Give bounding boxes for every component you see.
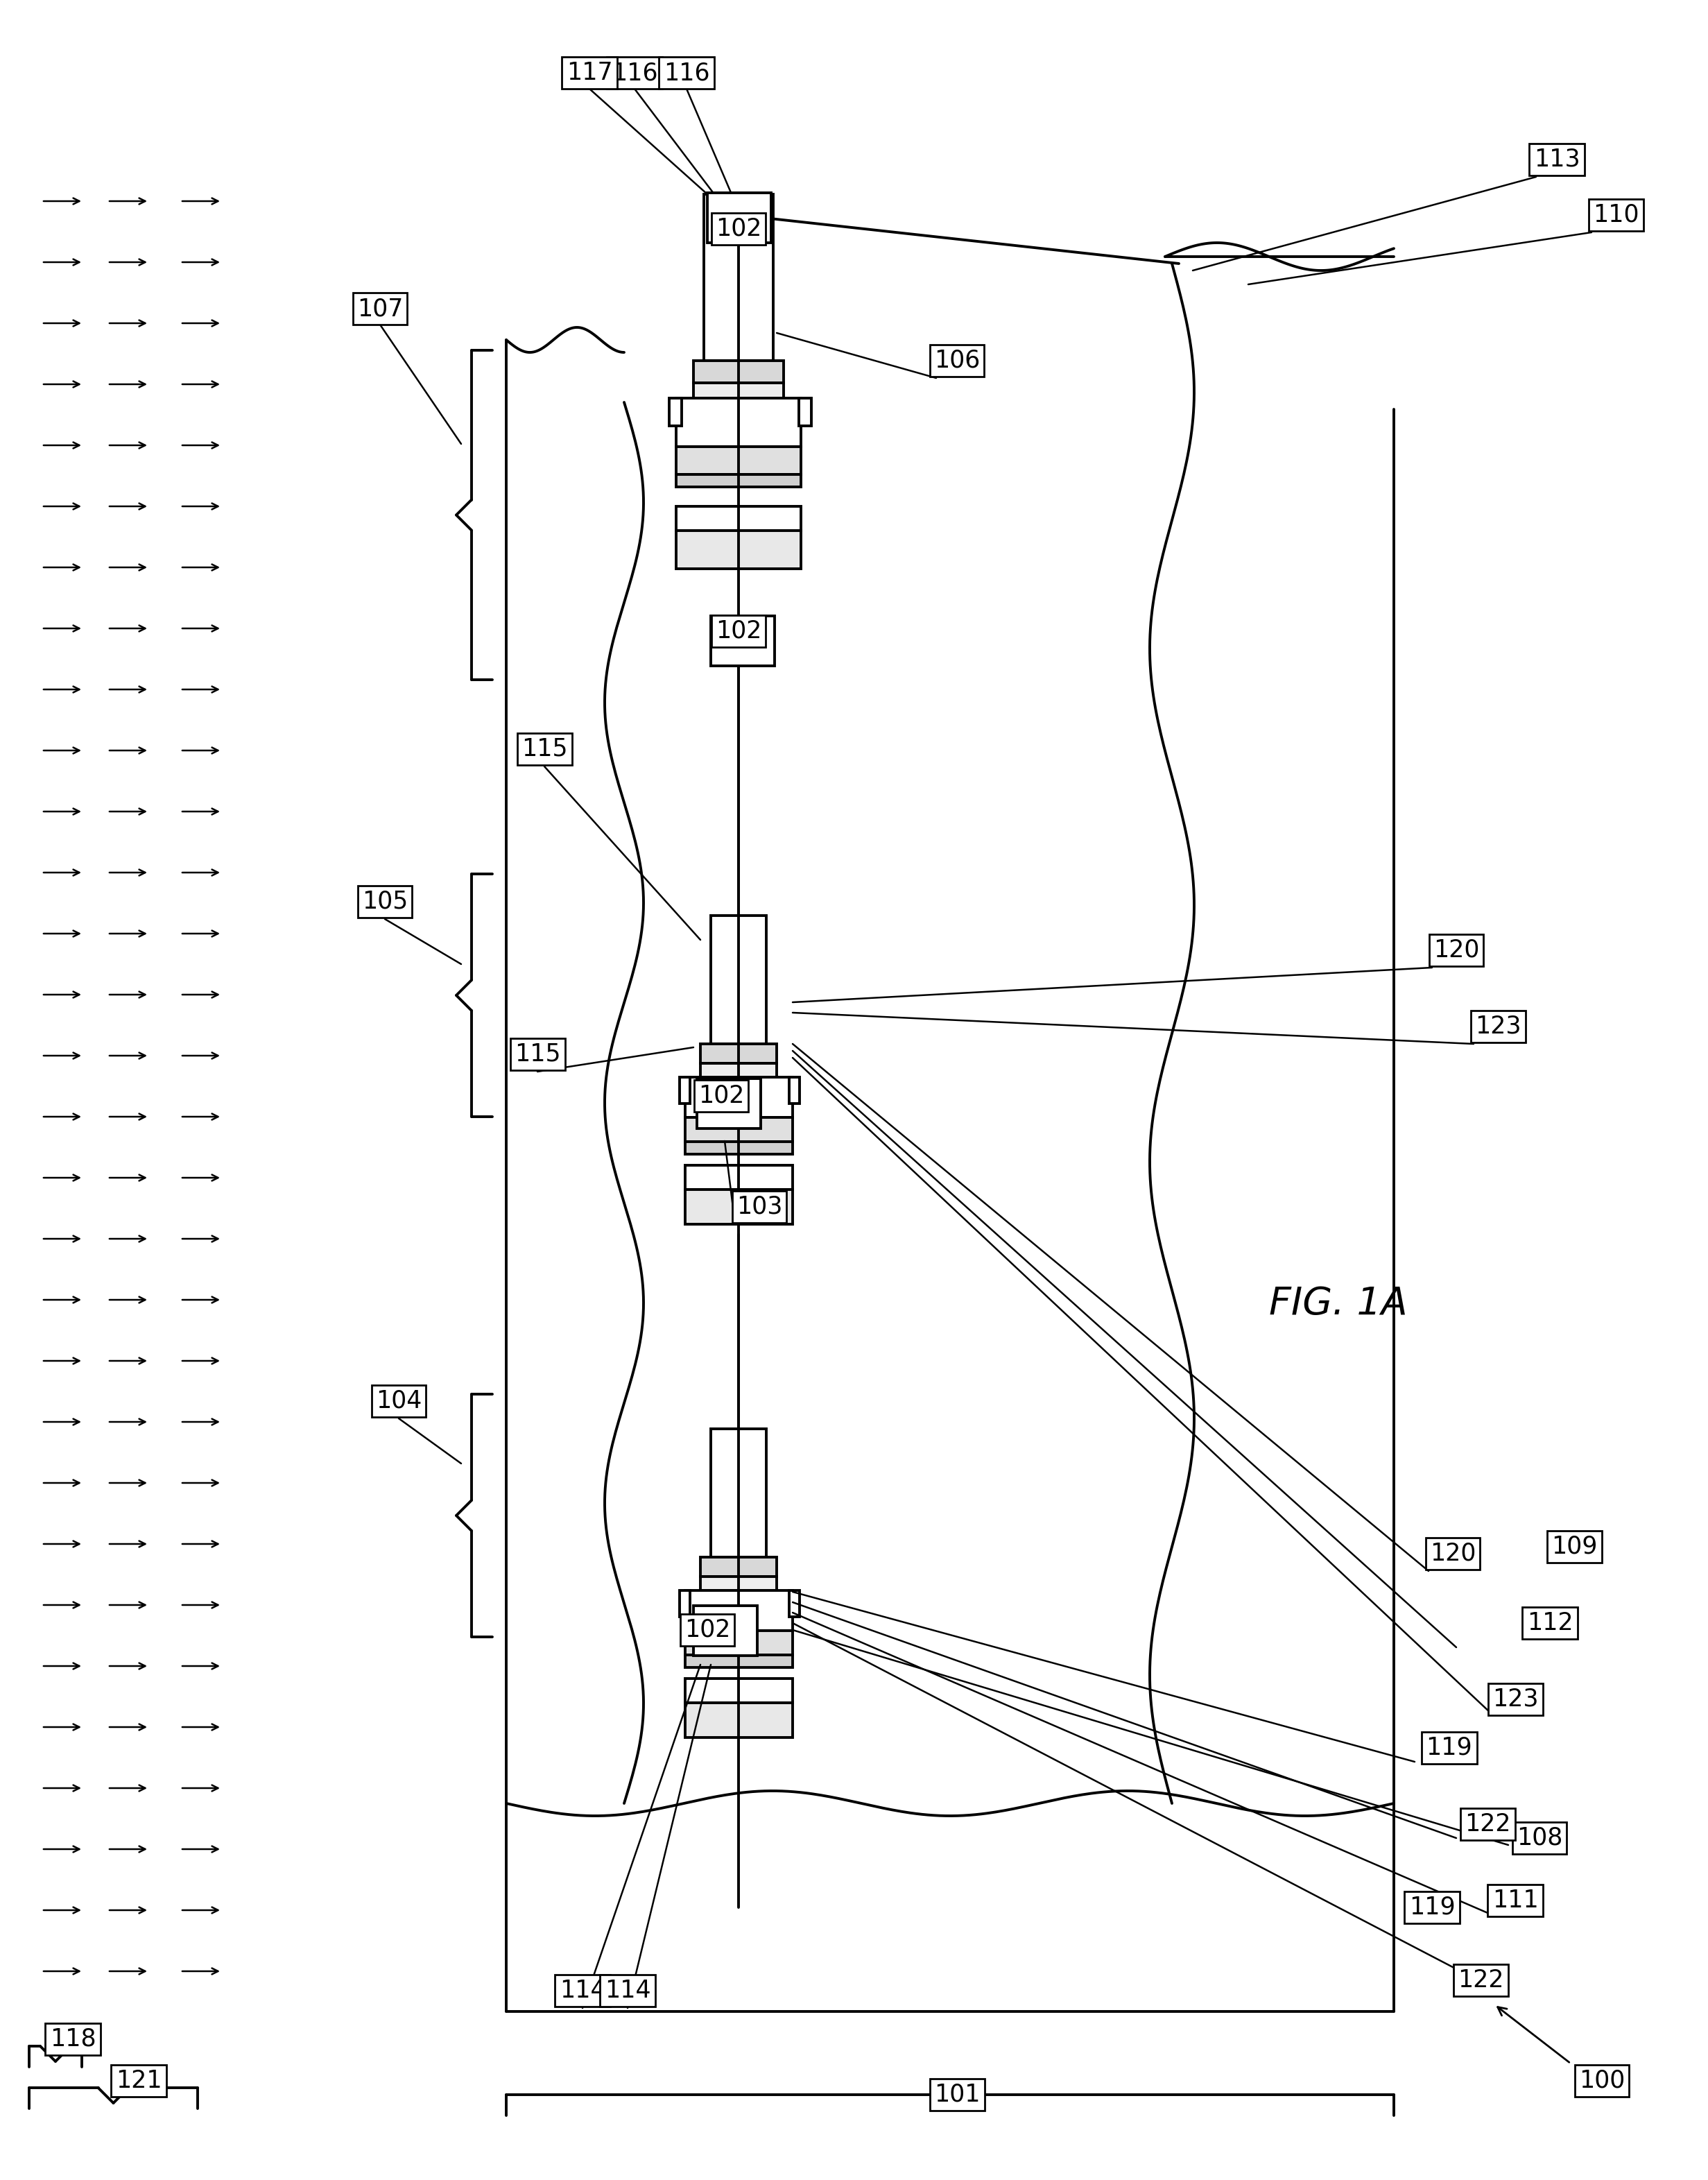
Bar	[711, 617, 775, 665]
Text: 105: 105	[362, 889, 408, 913]
Text: 104: 104	[376, 1389, 422, 1413]
Bar	[685, 1655, 793, 1668]
Text: 102: 102	[716, 218, 762, 240]
Bar	[707, 192, 770, 242]
Bar	[693, 360, 784, 384]
Bar	[685, 1190, 793, 1225]
Text: 120: 120	[1430, 1541, 1476, 1565]
Bar	[700, 1064, 777, 1077]
Text: 100: 100	[1578, 2069, 1624, 2093]
Text: 102: 102	[685, 1618, 731, 1642]
Text: 102: 102	[699, 1083, 745, 1107]
Text: 110: 110	[1594, 203, 1640, 227]
Bar	[670, 399, 681, 425]
Text: FIG. 1A: FIG. 1A	[1269, 1286, 1407, 1323]
Text: 119: 119	[1409, 1897, 1455, 1918]
Bar	[700, 1576, 777, 1591]
Text: 107: 107	[357, 296, 403, 320]
Text: 118: 118	[50, 2027, 96, 2051]
Text: 106: 106	[934, 349, 980, 373]
Text: 119: 119	[1426, 1735, 1472, 1759]
Text: 123: 123	[1493, 1687, 1539, 1711]
Bar	[685, 1631, 793, 1655]
Text: 115: 115	[521, 737, 567, 761]
Bar	[680, 1591, 690, 1618]
Bar	[685, 1679, 793, 1703]
Text: 109: 109	[1551, 1535, 1597, 1559]
Bar	[700, 1044, 777, 1064]
Text: 108: 108	[1517, 1827, 1563, 1851]
Text: 103: 103	[736, 1195, 782, 1219]
Text: 122: 122	[1464, 1812, 1510, 1836]
Text: 113: 113	[1534, 148, 1580, 172]
Text: 116: 116	[611, 61, 658, 85]
Text: 123: 123	[1474, 1014, 1520, 1038]
Bar	[693, 384, 784, 399]
Bar	[700, 1557, 777, 1576]
Text: 122: 122	[1457, 1969, 1503, 1993]
Bar	[685, 1591, 793, 1631]
Text: 111: 111	[1493, 1888, 1539, 1912]
Bar	[693, 1607, 757, 1655]
Text: 116: 116	[663, 61, 709, 85]
Bar	[685, 1142, 793, 1153]
Bar	[676, 506, 801, 530]
Bar	[680, 1077, 690, 1103]
Text: 117: 117	[567, 61, 613, 85]
Text: 115: 115	[514, 1042, 560, 1066]
Text: 114: 114	[560, 1979, 606, 2003]
Bar	[704, 194, 774, 360]
Text: 112: 112	[1527, 1611, 1573, 1635]
Bar	[685, 1166, 793, 1190]
Text: 114: 114	[605, 1979, 651, 2003]
Bar	[697, 1079, 760, 1129]
Bar	[711, 1428, 767, 1557]
Bar	[685, 1118, 793, 1142]
Text: 101: 101	[934, 2082, 980, 2106]
Text: 120: 120	[1433, 937, 1479, 961]
Text: 102: 102	[716, 619, 762, 643]
Bar	[676, 530, 801, 569]
Bar	[685, 1077, 793, 1118]
Bar	[789, 1591, 799, 1618]
Bar	[676, 447, 801, 475]
Text: 121: 121	[116, 2069, 162, 2093]
Bar	[711, 916, 767, 1044]
Bar	[676, 475, 801, 486]
Bar	[799, 399, 811, 425]
Bar	[789, 1077, 799, 1103]
Bar	[685, 1703, 793, 1737]
Bar	[676, 399, 801, 447]
